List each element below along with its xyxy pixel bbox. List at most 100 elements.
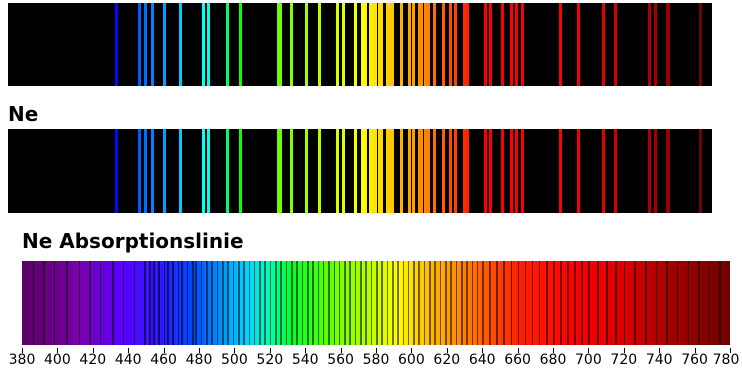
absorption-line (524, 261, 527, 345)
axis-tick-label: 760 (681, 352, 708, 368)
axis-tick (553, 348, 554, 353)
emission-line (448, 3, 452, 86)
emission-line (500, 129, 504, 213)
emission-line (654, 129, 658, 213)
absorption-line (275, 261, 277, 345)
axis-tick-label: 640 (468, 352, 496, 368)
axis-tick (730, 348, 731, 353)
axis-tick-label: 600 (398, 352, 425, 368)
absorption-line (545, 261, 548, 345)
absorption-line (434, 261, 436, 345)
absorption-label: Ne Absorptionslinie (22, 229, 244, 253)
emission-line (666, 129, 670, 213)
absorption-line (195, 261, 198, 345)
axis-tick (234, 348, 236, 353)
absorption-line (158, 261, 160, 345)
emission-line (601, 3, 605, 86)
absorption-line (655, 261, 658, 345)
absorption-line (439, 261, 442, 345)
emission-line (360, 3, 364, 86)
absorption-line (227, 261, 229, 345)
absorption-line (237, 261, 240, 345)
emission-line (360, 129, 364, 213)
emission-line (363, 3, 367, 86)
emission-line (374, 3, 378, 86)
axis-tick-label: 480 (185, 352, 213, 368)
axis-tick-label: 580 (362, 352, 390, 368)
emission-line (342, 129, 346, 213)
wavelength-axis: 380 400 420 440 460 480 500 520 540 560 580 600 620 6… (0, 348, 742, 372)
absorption-line (206, 261, 208, 345)
absorption-line (567, 261, 569, 345)
absorption-line (232, 261, 235, 345)
absorption-line (172, 261, 175, 345)
emission-line (390, 3, 394, 86)
emission-line (424, 129, 428, 213)
emission-line (654, 3, 658, 86)
emission-line (427, 129, 431, 213)
absorption-line (429, 261, 431, 345)
absorption-line (423, 261, 426, 345)
emission-line (179, 129, 183, 213)
axis-tick (199, 348, 200, 353)
emission-line (144, 3, 148, 86)
absorption-line (122, 261, 125, 345)
emission-spectrum-neon (8, 129, 712, 213)
absorption-line (370, 261, 373, 345)
absorption-line (517, 261, 520, 345)
emission-line (385, 129, 389, 213)
absorption-line (645, 261, 647, 345)
absorption-line (538, 261, 541, 345)
absorption-line (133, 261, 136, 345)
absorption-line (354, 261, 357, 345)
absorption-line (296, 261, 298, 345)
emission-line (614, 3, 618, 86)
axis-tick-label: 780 (712, 352, 740, 368)
axis-tick (269, 348, 271, 353)
emission-line (385, 3, 389, 86)
absorption-line (328, 261, 330, 345)
emission-line (521, 3, 525, 86)
emission-line (371, 3, 375, 86)
absorption-line (482, 261, 484, 345)
emission-line (377, 3, 381, 86)
absorption-line (450, 261, 452, 345)
absorption-line (413, 261, 415, 345)
absorption-line (317, 261, 320, 345)
emission-line (465, 3, 469, 86)
absorption-line (391, 261, 394, 345)
absorption-line (243, 261, 245, 345)
emission-line (162, 129, 166, 213)
emission-line (380, 129, 384, 213)
emission-line (442, 129, 446, 213)
emission-line (238, 3, 242, 86)
axis-tick (22, 348, 23, 353)
emission-line (614, 129, 618, 213)
absorption-line (322, 261, 325, 345)
emission-line (648, 129, 652, 213)
emission-line (400, 3, 404, 86)
absorption-line (349, 261, 352, 345)
emission-line (374, 129, 378, 213)
emission-line (489, 129, 492, 213)
emission-line (514, 129, 518, 213)
emission-spectrum-top (8, 3, 712, 86)
axis-tick (588, 348, 590, 353)
emission-line (305, 129, 309, 213)
emission-line (412, 129, 416, 213)
axis-tick-label: 720 (610, 352, 638, 368)
emission-line (115, 3, 119, 86)
emission-line (484, 129, 488, 213)
emission-line (558, 129, 562, 213)
absorption-line (489, 261, 491, 345)
emission-line (408, 3, 412, 86)
emission-line (377, 129, 381, 213)
emission-line (666, 3, 670, 86)
emission-line (289, 3, 293, 86)
absorption-line (291, 261, 293, 345)
emission-line (408, 129, 412, 213)
emission-line (179, 3, 183, 86)
axis-tick (57, 348, 59, 353)
emission-line (648, 3, 652, 86)
absorption-line (181, 261, 183, 345)
